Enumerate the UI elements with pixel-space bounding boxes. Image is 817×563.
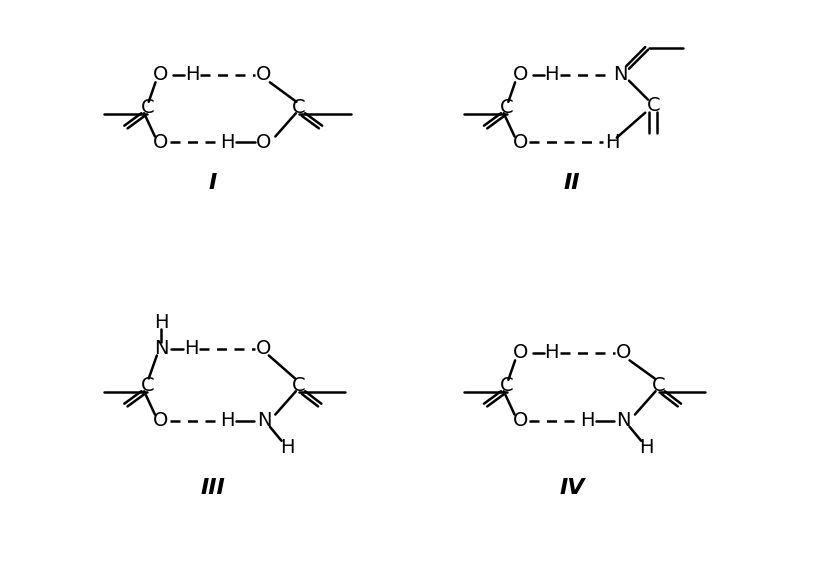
Text: C: C	[652, 376, 666, 395]
Text: H: H	[154, 314, 168, 332]
Text: O: O	[154, 411, 168, 430]
Text: O: O	[513, 411, 529, 430]
Text: O: O	[513, 343, 529, 362]
Text: O: O	[154, 133, 168, 152]
Text: N: N	[614, 65, 628, 84]
Text: H: H	[640, 437, 654, 457]
Text: O: O	[616, 343, 632, 362]
Text: I: I	[208, 173, 217, 193]
Text: H: H	[184, 339, 199, 358]
Text: C: C	[500, 98, 514, 117]
Text: O: O	[257, 65, 271, 84]
Text: N: N	[616, 411, 631, 430]
Text: N: N	[154, 339, 168, 358]
Text: C: C	[292, 376, 306, 395]
Text: H: H	[544, 343, 559, 362]
Text: O: O	[513, 133, 529, 152]
Text: C: C	[141, 98, 154, 117]
Text: H: H	[279, 437, 294, 457]
Text: C: C	[646, 96, 660, 115]
Text: H: H	[544, 65, 559, 84]
Text: O: O	[257, 339, 271, 358]
Text: O: O	[513, 65, 529, 84]
Text: H: H	[185, 65, 199, 84]
Text: H: H	[220, 411, 234, 430]
Text: O: O	[154, 65, 168, 84]
Text: H: H	[220, 133, 234, 152]
Text: N: N	[257, 411, 271, 430]
Text: C: C	[141, 376, 154, 395]
Text: III: III	[200, 479, 225, 498]
Text: C: C	[500, 376, 514, 395]
Text: C: C	[292, 98, 306, 117]
Text: H: H	[580, 411, 594, 430]
Text: H: H	[605, 133, 620, 152]
Text: IV: IV	[560, 479, 585, 498]
Text: II: II	[564, 173, 580, 193]
Text: O: O	[257, 133, 271, 152]
